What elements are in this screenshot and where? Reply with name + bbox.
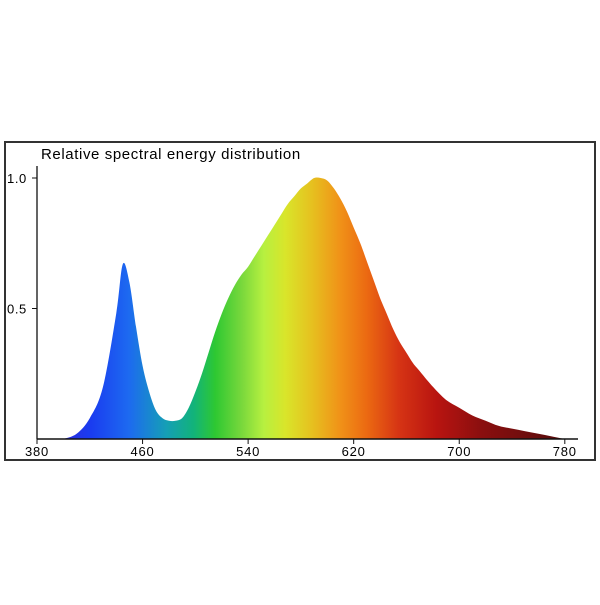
y-tick-label: 1.0 (7, 171, 27, 186)
spectrum-area-series (63, 177, 565, 440)
x-tick-label: 540 (236, 444, 260, 459)
x-tick-label: 780 (553, 444, 577, 459)
x-tick-label: 700 (447, 444, 471, 459)
x-axis-ticks: 380 460 540 620 700 780 (25, 439, 577, 459)
x-tick-label: 620 (342, 444, 366, 459)
y-axis-ticks: 0.5 1.0 (7, 171, 37, 317)
y-tick-label: 0.5 (7, 302, 27, 317)
x-tick-label: 460 (131, 444, 155, 459)
x-tick-label: 380 (25, 444, 49, 459)
chart-title: Relative spectral energy distribution (41, 146, 301, 163)
